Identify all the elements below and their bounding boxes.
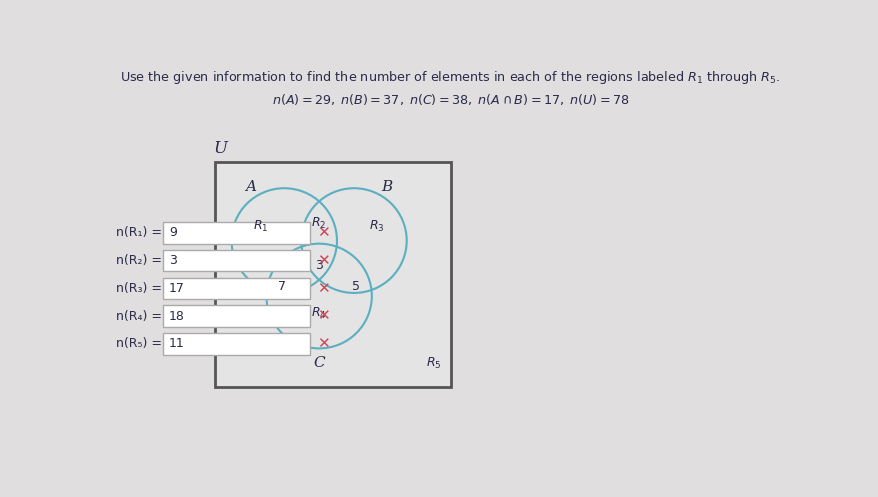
Text: 17: 17 bbox=[169, 282, 184, 295]
FancyBboxPatch shape bbox=[162, 277, 309, 299]
Text: ✕: ✕ bbox=[317, 253, 330, 268]
Text: ✕: ✕ bbox=[317, 226, 330, 241]
FancyBboxPatch shape bbox=[214, 162, 450, 387]
Text: $R_1$: $R_1$ bbox=[253, 219, 269, 234]
FancyBboxPatch shape bbox=[162, 305, 309, 327]
Text: n(R₅) =: n(R₅) = bbox=[116, 337, 162, 350]
Text: B: B bbox=[381, 180, 392, 194]
Text: Use the given information to find the number of elements in each of the regions : Use the given information to find the nu… bbox=[120, 69, 780, 86]
Text: n(R₄) =: n(R₄) = bbox=[116, 310, 162, 323]
Text: 7: 7 bbox=[277, 280, 285, 293]
FancyBboxPatch shape bbox=[162, 222, 309, 244]
Text: 9: 9 bbox=[169, 227, 176, 240]
Text: 3: 3 bbox=[315, 259, 323, 272]
Text: U: U bbox=[212, 141, 227, 158]
Text: C: C bbox=[313, 356, 325, 370]
Text: $R_2$: $R_2$ bbox=[311, 216, 327, 231]
FancyBboxPatch shape bbox=[162, 250, 309, 271]
Text: n(R₃) =: n(R₃) = bbox=[116, 282, 162, 295]
Text: 18: 18 bbox=[169, 310, 184, 323]
Text: ✕: ✕ bbox=[317, 309, 330, 324]
Text: 3: 3 bbox=[169, 254, 176, 267]
Text: A: A bbox=[245, 180, 256, 194]
Text: 5: 5 bbox=[352, 280, 360, 293]
Text: n(R₁) =: n(R₁) = bbox=[116, 227, 162, 240]
Text: $R_3$: $R_3$ bbox=[369, 219, 385, 234]
Text: $n(A) = 29,\; n(B) = 37,\; n(C) = 38,\; n(A \cap B) = 17,\; n(U) = 78$: $n(A) = 29,\; n(B) = 37,\; n(C) = 38,\; … bbox=[271, 92, 629, 107]
Text: n(R₂) =: n(R₂) = bbox=[116, 254, 162, 267]
Text: $R_5$: $R_5$ bbox=[426, 356, 441, 371]
Text: ✕: ✕ bbox=[317, 336, 330, 351]
Text: 11: 11 bbox=[169, 337, 184, 350]
FancyBboxPatch shape bbox=[162, 333, 309, 354]
Text: ✕: ✕ bbox=[317, 281, 330, 296]
Text: $R_4$: $R_4$ bbox=[311, 306, 327, 321]
